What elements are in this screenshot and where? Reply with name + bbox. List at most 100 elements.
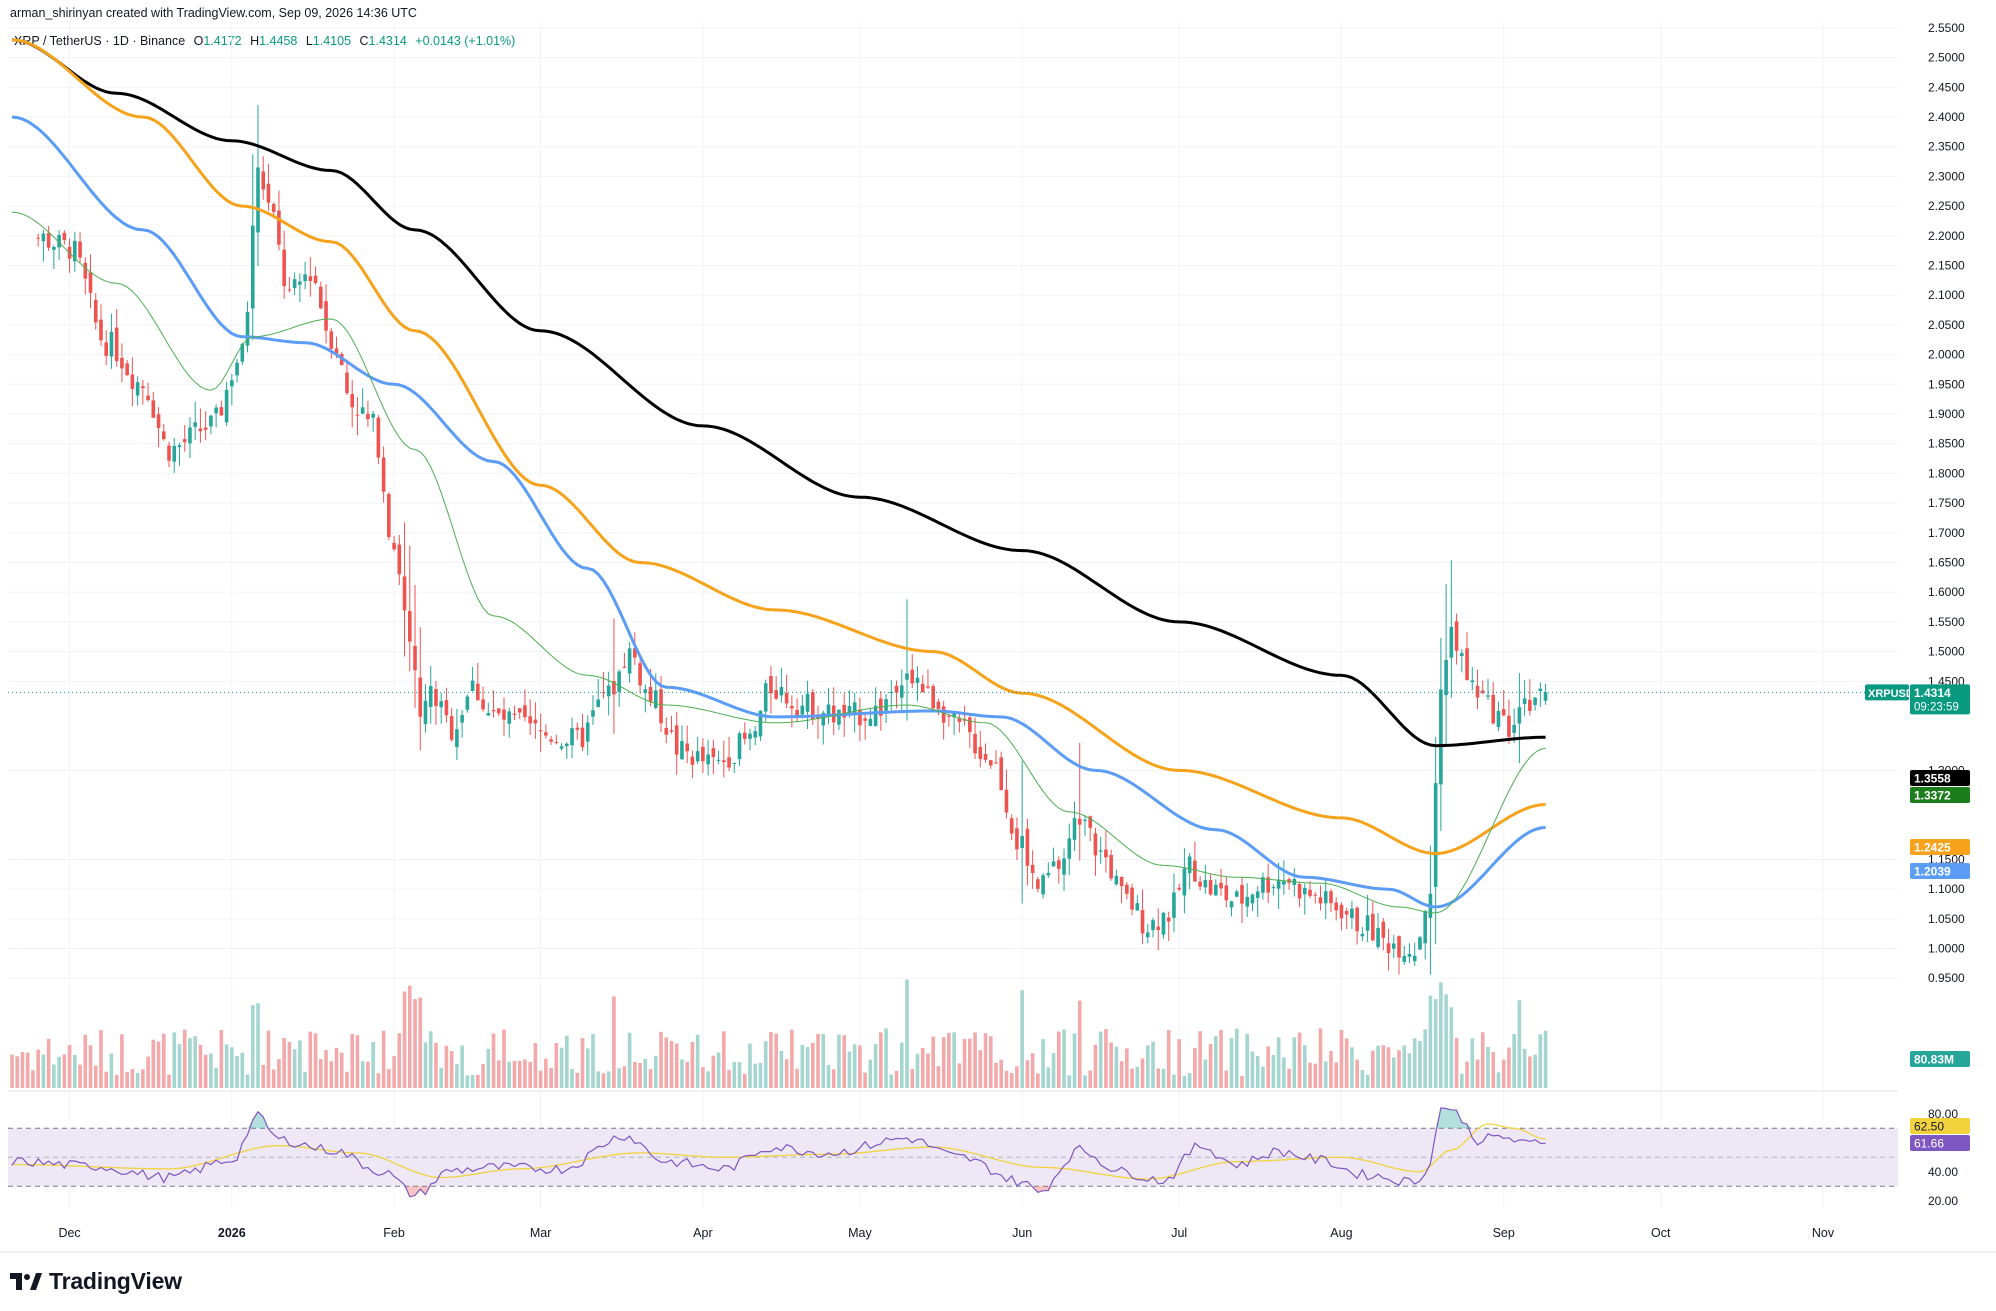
volume-bar (470, 1075, 475, 1088)
volume-bar (690, 1041, 695, 1088)
candle-body (915, 677, 920, 683)
candle-body (120, 357, 124, 369)
volume-bar (109, 1053, 114, 1088)
y-tick-label: 2.2500 (1928, 199, 1965, 213)
candle-body (161, 431, 166, 440)
ma20-price-label: 1.3372 (1914, 789, 1951, 803)
candle-body (230, 380, 234, 387)
candle-body (188, 427, 192, 444)
candle-body (1402, 955, 1407, 962)
volume-bar (1329, 1051, 1333, 1088)
volume-bar (1287, 1068, 1291, 1088)
x-tick-label: Sep (1493, 1226, 1515, 1240)
candle-body (753, 731, 758, 738)
volume-bar (481, 1063, 485, 1088)
candle-body (638, 663, 642, 686)
candle-body (1480, 690, 1485, 693)
candle-body (1109, 855, 1113, 879)
candle-body (1036, 879, 1040, 889)
volume-bar (1428, 995, 1433, 1088)
x-tick-label: Apr (693, 1226, 712, 1240)
y-tick-label: 2.0000 (1928, 348, 1965, 362)
last-price-badge-bg (1910, 684, 1970, 715)
volume-bar (1344, 1038, 1349, 1088)
volume-bar (67, 1044, 72, 1088)
candle-body (93, 299, 98, 323)
volume-bar (1261, 1066, 1265, 1088)
volume-bar (1051, 1052, 1056, 1088)
volume-bar (606, 1071, 611, 1088)
volume-bar (800, 1045, 805, 1088)
rsi-ma-value-label: 62.50 (1914, 1120, 1944, 1134)
volume-bar (156, 1041, 161, 1088)
volume-bar (1140, 1058, 1145, 1088)
candle-body (125, 363, 129, 376)
volume-bar (565, 1035, 569, 1088)
volume-bar (1004, 1070, 1009, 1088)
volume-bar (502, 1029, 506, 1088)
volume-bar (1297, 1032, 1302, 1088)
volume-bar (1470, 1038, 1475, 1088)
volume-bar (277, 1059, 281, 1088)
volume-bar (1292, 1037, 1297, 1088)
volume-bar (1386, 1047, 1391, 1088)
candle-body (1412, 955, 1417, 962)
volume-bar (915, 1053, 920, 1088)
volume-bar (1088, 1070, 1093, 1088)
volume-bar (1538, 1034, 1543, 1088)
volume-bar (193, 1036, 197, 1088)
volume-bar (538, 1070, 543, 1088)
candle-body (926, 686, 930, 688)
candle-body (402, 576, 407, 611)
candle-body (575, 727, 580, 730)
volume-bar (837, 1034, 841, 1088)
candle-body (1214, 884, 1218, 896)
volume-bar (209, 1053, 213, 1088)
volume-bar (795, 1068, 799, 1088)
volume-bar (1282, 1057, 1286, 1088)
candle-body (512, 713, 517, 715)
candle-body (533, 719, 538, 724)
volume-bar (465, 1075, 470, 1088)
volume-bar (256, 1003, 260, 1088)
candle-body (151, 400, 156, 418)
volume-bar (659, 1031, 663, 1088)
volume-bar (1077, 1000, 1082, 1088)
tradingview-brand[interactable]: TradingView (10, 1268, 182, 1295)
volume-bar (423, 1042, 428, 1088)
candle-body (73, 240, 77, 262)
volume-bar (1402, 1045, 1407, 1088)
candle-body (601, 692, 606, 694)
candle-body (544, 732, 548, 736)
volume-bar (1486, 1046, 1490, 1088)
last-price-value: 1.4314 (1914, 686, 1951, 700)
volume-bar (172, 1032, 177, 1088)
volume-bar (20, 1052, 25, 1088)
candle-body (1255, 891, 1260, 899)
candle-body (256, 167, 260, 233)
candle-body (1334, 902, 1339, 911)
candle-body (674, 725, 679, 755)
candle-body (894, 685, 899, 693)
candle-body (376, 417, 381, 458)
y-tick-label: 1.1500 (1928, 852, 1965, 866)
volume-bar (350, 1034, 355, 1088)
volume-bar (198, 1044, 203, 1088)
volume-bar (968, 1038, 972, 1088)
candle-body (507, 711, 512, 724)
candle-body (502, 709, 506, 720)
volume-bar (701, 1067, 705, 1088)
volume-bar (376, 1073, 381, 1088)
candle-body (1313, 894, 1318, 896)
volume-bar (1276, 1037, 1281, 1088)
volume-bar (784, 1059, 789, 1088)
volume-bar (936, 1066, 941, 1088)
volume-bar (962, 1038, 967, 1088)
rsi-overbought-fill (12, 1107, 1546, 1129)
candle-body (130, 374, 135, 389)
candle-body (319, 286, 323, 309)
candle-body (156, 414, 161, 428)
volume-bar (1308, 1062, 1312, 1088)
candle-body (1208, 880, 1213, 895)
